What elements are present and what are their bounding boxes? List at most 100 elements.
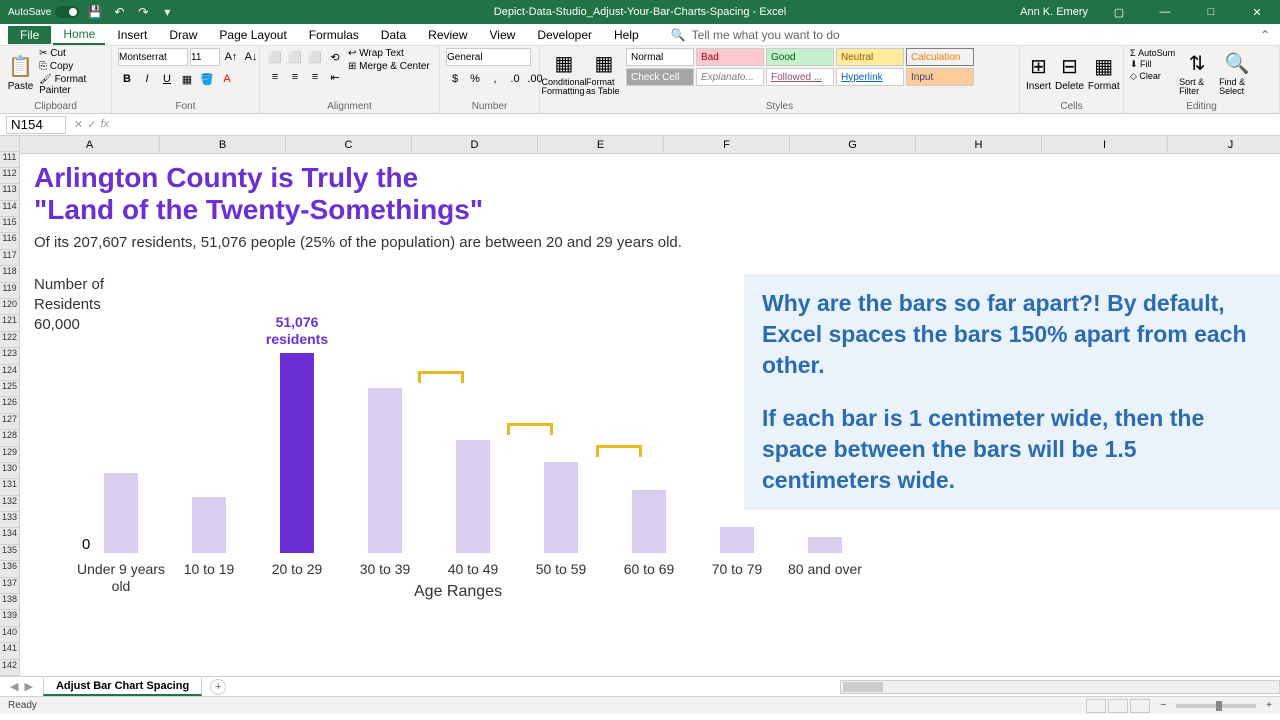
row-header-113[interactable]: 113 [0,184,19,200]
formula-input[interactable] [117,116,1280,134]
row-header-124[interactable]: 124 [0,365,19,381]
format-as-table-button[interactable]: ▦Format as Table [586,48,622,98]
style-good[interactable]: Good [766,48,834,66]
col-header-C[interactable]: C [286,136,412,153]
add-sheet-button[interactable]: + [210,679,226,695]
col-header-J[interactable]: J [1168,136,1280,153]
bar-4[interactable]: 40 to 49 [456,440,490,553]
zoom-in-button[interactable]: + [1266,700,1272,711]
menu-file[interactable]: File [8,26,51,44]
style-normal[interactable]: Normal [626,48,694,66]
underline-button[interactable]: U [158,70,176,88]
style-neutral[interactable]: Neutral [836,48,904,66]
bar-2[interactable]: 51,076residents20 to 29 [280,353,314,553]
row-header-140[interactable]: 140 [0,627,19,643]
row-header-133[interactable]: 133 [0,512,19,528]
indent-icon[interactable]: ⇤ [326,68,344,86]
decrease-font-icon[interactable]: A↓ [242,48,260,66]
row-header-125[interactable]: 125 [0,381,19,397]
menu-formulas[interactable]: Formulas [299,26,369,44]
row-header-138[interactable]: 138 [0,594,19,610]
fill-button[interactable]: ⬇ Fill [1130,59,1175,70]
style-check-cell[interactable]: Check Cell [626,68,694,86]
clear-button[interactable]: ◇ Clear [1130,71,1175,82]
username[interactable]: Ann K. Emery [1020,6,1088,18]
font-color-button[interactable]: A [218,70,236,88]
align-middle-icon[interactable]: ⬜ [286,48,304,66]
insert-cells-button[interactable]: ⊞Insert [1026,48,1051,98]
row-header-115[interactable]: 115 [0,217,19,233]
bar-0[interactable]: Under 9 years old [104,473,138,553]
zoom-out-button[interactable]: − [1160,700,1166,711]
row-header-130[interactable]: 130 [0,463,19,479]
enter-formula-icon[interactable]: ✓ [87,118,96,131]
row-header-127[interactable]: 127 [0,414,19,430]
row-header-142[interactable]: 142 [0,660,19,676]
style-input[interactable]: Input [906,68,974,86]
zoom-slider[interactable] [1176,704,1256,708]
row-header-135[interactable]: 135 [0,545,19,561]
row-header-122[interactable]: 122 [0,332,19,348]
menu-insert[interactable]: Insert [107,26,157,44]
paste-button[interactable]: 📋Paste [6,48,35,98]
row-header-132[interactable]: 132 [0,496,19,512]
row-header-136[interactable]: 136 [0,561,19,577]
row-header-128[interactable]: 128 [0,430,19,446]
percent-icon[interactable]: % [466,70,484,88]
row-header-121[interactable]: 121 [0,315,19,331]
select-all-button[interactable] [0,136,20,152]
page-layout-view-button[interactable] [1108,699,1128,713]
menu-help[interactable]: Help [604,26,649,44]
row-header-111[interactable]: 111 [0,152,19,168]
format-cells-button[interactable]: ▦Format [1088,48,1120,98]
horizontal-scrollbar[interactable] [840,680,1280,694]
qat-icon[interactable]: ▾ [159,4,175,20]
orientation-icon[interactable]: ⟲ [326,48,344,66]
collapse-ribbon-icon[interactable]: ⌃ [1260,28,1280,42]
format-painter-button[interactable]: 🖌 Format Painter [39,74,105,96]
conditional-formatting-button[interactable]: ▦Conditional Formatting [546,48,582,98]
style-calculation[interactable]: Calculation [906,48,974,66]
maximize-icon[interactable]: □ [1196,6,1226,18]
italic-button[interactable]: I [138,70,156,88]
menu-draw[interactable]: Draw [159,26,207,44]
bar-7[interactable]: 70 to 79 [720,527,754,553]
row-header-118[interactable]: 118 [0,266,19,282]
row-header-114[interactable]: 114 [0,201,19,217]
bold-button[interactable]: B [118,70,136,88]
align-right-icon[interactable]: ≡ [306,68,324,86]
comma-icon[interactable]: , [486,70,504,88]
minimize-icon[interactable]: — [1150,6,1180,18]
row-header-119[interactable]: 119 [0,283,19,299]
row-header-116[interactable]: 116 [0,233,19,249]
redo-icon[interactable]: ↷ [135,4,151,20]
col-header-A[interactable]: A [20,136,160,153]
bar-3[interactable]: 30 to 39 [368,388,402,553]
row-header-139[interactable]: 139 [0,610,19,626]
undo-icon[interactable]: ↶ [111,4,127,20]
bar-8[interactable]: 80 and over [808,537,842,553]
menu-data[interactable]: Data [371,26,416,44]
menu-view[interactable]: View [480,26,526,44]
copy-button[interactable]: ⎘ Copy [39,61,105,72]
row-header-112[interactable]: 112 [0,168,19,184]
font-name-select[interactable] [118,48,188,66]
currency-icon[interactable]: $ [446,70,464,88]
row-header-120[interactable]: 120 [0,299,19,315]
col-header-G[interactable]: G [790,136,916,153]
ribbon-options-icon[interactable]: ▢ [1104,6,1134,19]
col-header-H[interactable]: H [916,136,1042,153]
wrap-text-button[interactable]: ↩ Wrap Text [348,48,430,59]
cancel-formula-icon[interactable]: ✕ [74,118,83,131]
bar-1[interactable]: 10 to 19 [192,497,226,553]
row-header-134[interactable]: 134 [0,528,19,544]
row-header-131[interactable]: 131 [0,479,19,495]
row-header-129[interactable]: 129 [0,447,19,463]
delete-cells-button[interactable]: ⊟Delete [1055,48,1084,98]
fill-color-button[interactable]: 🪣 [198,70,216,88]
menu-home[interactable]: Home [53,25,105,45]
col-header-D[interactable]: D [412,136,538,153]
menu-review[interactable]: Review [418,26,477,44]
menu-page-layout[interactable]: Page Layout [209,26,296,44]
increase-decimal-icon[interactable]: .0 [506,70,524,88]
